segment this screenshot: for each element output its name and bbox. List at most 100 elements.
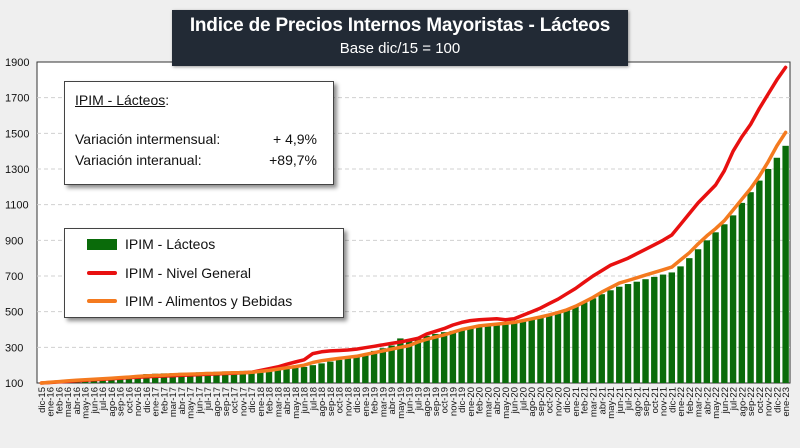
bar-lacteos <box>677 266 684 383</box>
x-tick-label: jul-16 <box>98 387 109 411</box>
x-tick-label: ene-18 <box>256 387 267 417</box>
bar-lacteos <box>782 145 789 383</box>
legend-item-nivel-general: IPIM - Nivel General <box>87 264 251 282</box>
bar-lacteos <box>686 258 693 383</box>
x-tick-label: dic-21 <box>667 387 678 413</box>
x-tick-label: ago-21 <box>632 387 643 417</box>
bar-lacteos <box>432 333 439 383</box>
x-tick-label: dic-22 <box>772 387 783 413</box>
x-tick-label: jun-22 <box>720 387 731 414</box>
x-tick-label: dic-19 <box>457 387 468 413</box>
x-tick-label: oct-22 <box>755 387 766 413</box>
x-tick-label: nov-18 <box>343 387 354 416</box>
x-tick-label: ene-17 <box>151 387 162 417</box>
x-tick-label: may-18 <box>291 387 302 419</box>
bar-lacteos <box>274 368 281 383</box>
bar-lacteos <box>484 325 492 383</box>
bar-lacteos <box>187 372 194 383</box>
bar-lacteos <box>694 249 702 383</box>
x-tick-label: dic-18 <box>352 387 363 413</box>
x-tick-label: ene-19 <box>361 387 372 417</box>
y-tick-label: 500 <box>5 307 23 319</box>
x-tick-label: may-17 <box>186 387 197 419</box>
bar-lacteos <box>712 232 719 383</box>
bar-lacteos <box>581 302 588 383</box>
bar-lacteos <box>449 330 457 383</box>
x-tick-label: sep-21 <box>641 387 652 416</box>
x-tick-label: mar-16 <box>63 387 74 417</box>
info-value: +89,7% <box>269 152 317 168</box>
x-tick-label: jul-19 <box>413 387 424 411</box>
x-tick-label: feb-22 <box>685 387 696 414</box>
bar-lacteos <box>362 353 369 383</box>
x-tick-label: sep-20 <box>536 387 547 416</box>
bar-lacteos <box>327 361 334 383</box>
bar-lacteos <box>616 286 623 383</box>
x-tick-label: jul-18 <box>308 387 319 411</box>
y-tick-label: 100 <box>5 378 23 390</box>
bar-lacteos <box>160 373 168 383</box>
bar-lacteos <box>178 372 185 383</box>
legend-swatch <box>87 299 117 303</box>
bar-lacteos <box>257 369 264 383</box>
x-tick-label: dic-15 <box>37 387 48 413</box>
bar-lacteos <box>475 326 483 383</box>
bar-lacteos <box>519 320 527 383</box>
x-tick-label: jun-21 <box>615 387 626 414</box>
bar-lacteos <box>222 371 229 383</box>
bar-lacteos <box>458 329 465 383</box>
x-tick-label: oct-16 <box>124 387 135 413</box>
bar-lacteos <box>344 358 352 383</box>
x-tick-label: jul-22 <box>729 387 740 411</box>
x-tick-label: jun-20 <box>510 387 521 414</box>
bar-lacteos <box>283 368 290 383</box>
bar-lacteos <box>589 298 597 383</box>
bar-lacteos <box>248 370 255 383</box>
x-tick-label: mar-21 <box>588 387 599 417</box>
x-tick-label: jun-18 <box>300 387 311 414</box>
legend-swatch <box>87 271 117 275</box>
bar-lacteos <box>572 306 579 383</box>
x-tick-label: abr-17 <box>177 387 188 414</box>
x-tick-label: jul-21 <box>624 387 635 411</box>
info-box: IPIM - Lácteos: Variación intermensual: … <box>64 81 334 185</box>
bar-lacteos <box>467 328 474 383</box>
bar-lacteos <box>528 318 535 383</box>
bar-lacteos <box>440 332 448 383</box>
x-tick-label: nov-20 <box>553 387 564 416</box>
x-tick-label: jun-19 <box>405 387 416 414</box>
bar-lacteos <box>747 192 754 383</box>
x-tick-label: ene-23 <box>781 387 792 417</box>
x-tick-label: sep-22 <box>746 387 757 416</box>
bar-lacteos <box>624 284 632 383</box>
x-tick-label: nov-16 <box>133 387 144 416</box>
x-tick-label: oct-17 <box>230 387 241 413</box>
legend-item-alimentos: IPIM - Alimentos y Bebidas <box>87 292 292 310</box>
info-value: + 4,9% <box>273 131 317 147</box>
x-tick-label: dic-20 <box>562 387 573 413</box>
x-tick-label: nov-19 <box>448 387 459 416</box>
x-tick-label: ene-21 <box>571 387 582 417</box>
bar-lacteos <box>764 169 772 383</box>
bar-lacteos <box>152 373 159 383</box>
x-tick-label: may-20 <box>501 387 512 419</box>
y-tick-label: 700 <box>5 271 23 283</box>
x-tick-label: abr-18 <box>282 387 293 414</box>
x-tick-label: sep-18 <box>326 387 337 416</box>
bar-lacteos <box>300 366 308 383</box>
x-tick-label: jun-16 <box>89 387 100 414</box>
x-tick-label: nov-21 <box>659 387 670 416</box>
y-tick-label: 1300 <box>5 164 29 176</box>
bar-lacteos <box>318 363 325 383</box>
chart-subtitle: Base dic/15 = 100 <box>339 40 461 57</box>
x-tick-label: ene-22 <box>676 387 687 417</box>
info-row-monthly: Variación intermensual: + 4,9% <box>75 131 325 147</box>
legend-swatch <box>87 238 117 250</box>
info-heading: IPIM - Lácteos: <box>75 92 170 108</box>
bar-lacteos <box>414 337 422 383</box>
x-tick-label: oct-19 <box>440 387 451 413</box>
x-tick-label: abr-19 <box>387 387 398 414</box>
bar-lacteos <box>370 350 378 383</box>
bar-lacteos <box>353 356 360 383</box>
x-tick-label: feb-16 <box>54 387 65 414</box>
